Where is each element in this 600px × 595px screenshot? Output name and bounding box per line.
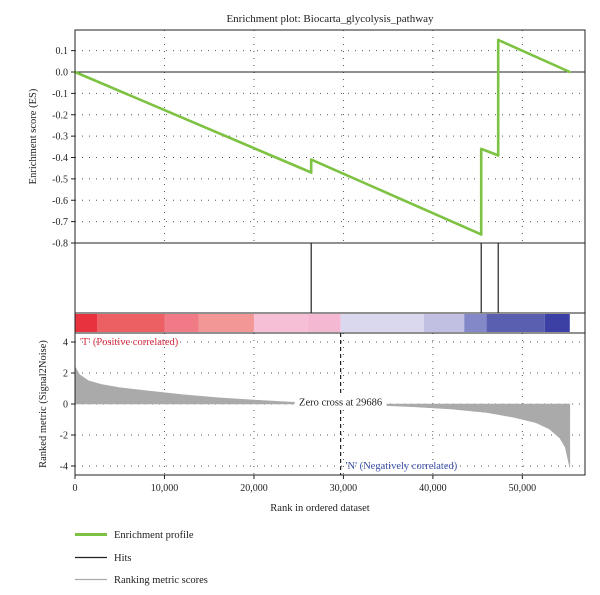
x-tick-label: 10,000	[151, 483, 179, 494]
es-tick-label: -0.7	[52, 217, 68, 228]
metric-tick-label: 0	[63, 400, 68, 411]
x-tick-label: 50,000	[509, 483, 537, 494]
es-panel-frame	[74, 29, 586, 244]
es-tick-label: -0.5	[52, 174, 68, 185]
es-tick-label: -0.6	[52, 196, 68, 207]
legend-label: Enrichment profile	[114, 530, 194, 541]
x-tick-label: 20,000	[240, 483, 268, 494]
es-tick-label: -0.1	[52, 89, 68, 100]
zero-cross-label-bg	[294, 395, 387, 409]
legend-label: Ranking metric scores	[114, 575, 208, 586]
chart-title: Enrichment plot: Biocarta_glycolysis_pat…	[226, 13, 434, 25]
x-tick-label: 0	[73, 483, 78, 494]
positive-correlated-label: 'T' (Positive correlated)	[80, 337, 179, 348]
es-point	[568, 70, 572, 74]
x-tick-label: 40,000	[419, 483, 447, 494]
es-point	[479, 233, 483, 236]
color-bar-segment	[423, 314, 465, 332]
color-bar-segment	[164, 314, 199, 332]
es-point	[496, 38, 500, 42]
metric-panel-frame	[74, 332, 586, 476]
es-point	[309, 171, 313, 174]
legend-label: Hits	[114, 553, 132, 564]
hits-panel-frame	[74, 242, 586, 314]
zero-cross-label: Zero cross at 29686	[299, 398, 382, 409]
color-bar-segment	[198, 314, 254, 332]
es-point	[496, 154, 500, 157]
es-tick-label: 0.0	[56, 68, 69, 79]
es-tick-label: 0.1	[56, 46, 69, 57]
metric-tick-label: -4	[60, 462, 68, 473]
metric-area	[74, 365, 571, 468]
metric-tick-label: 2	[63, 369, 68, 380]
x-tick-label: 30,000	[330, 483, 358, 494]
color-bar-segment	[307, 314, 341, 332]
metric-tick-label: -2	[60, 431, 68, 442]
es-curve	[74, 38, 571, 236]
es-tick-label: -0.2	[52, 110, 68, 121]
color-bar-segment	[544, 314, 570, 332]
es-tick-label: -0.3	[52, 132, 68, 143]
es-point	[309, 158, 313, 161]
negative-correlated-label: 'N' (Negatively correlated)	[346, 461, 458, 472]
es-ylabel: Enrichment score (ES)	[28, 88, 39, 184]
color-bar-segment	[97, 314, 165, 332]
color-bar-segment	[75, 314, 98, 332]
es-point	[479, 147, 483, 151]
x-axis-label: Rank in ordered dataset	[270, 503, 370, 514]
color-bar-segment	[253, 314, 308, 332]
metric-tick-label: 4	[63, 338, 68, 349]
color-bar-segment	[340, 314, 424, 332]
es-tick-label: -0.8	[52, 239, 68, 250]
color-bar-segment	[486, 314, 545, 332]
metric-ylabel: Ranked metric (Signal2Noise)	[38, 340, 49, 468]
color-bar-segment	[464, 314, 487, 332]
es-tick-label: -0.4	[52, 153, 68, 164]
